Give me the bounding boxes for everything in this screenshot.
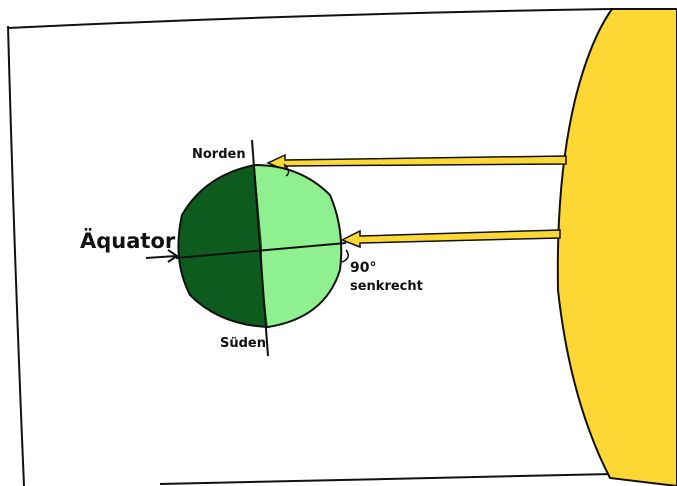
page: Norden Äquator 90° senkrecht Süden (() =… bbox=[0, 0, 677, 486]
diagram: Norden Äquator 90° senkrecht Süden bbox=[0, 0, 677, 486]
angle-label: 90° bbox=[350, 260, 376, 276]
equator-label: Äquator bbox=[80, 228, 176, 253]
north-label: Norden bbox=[192, 147, 246, 162]
south-label: Süden bbox=[220, 336, 266, 351]
angle-note: senkrecht bbox=[350, 279, 423, 294]
